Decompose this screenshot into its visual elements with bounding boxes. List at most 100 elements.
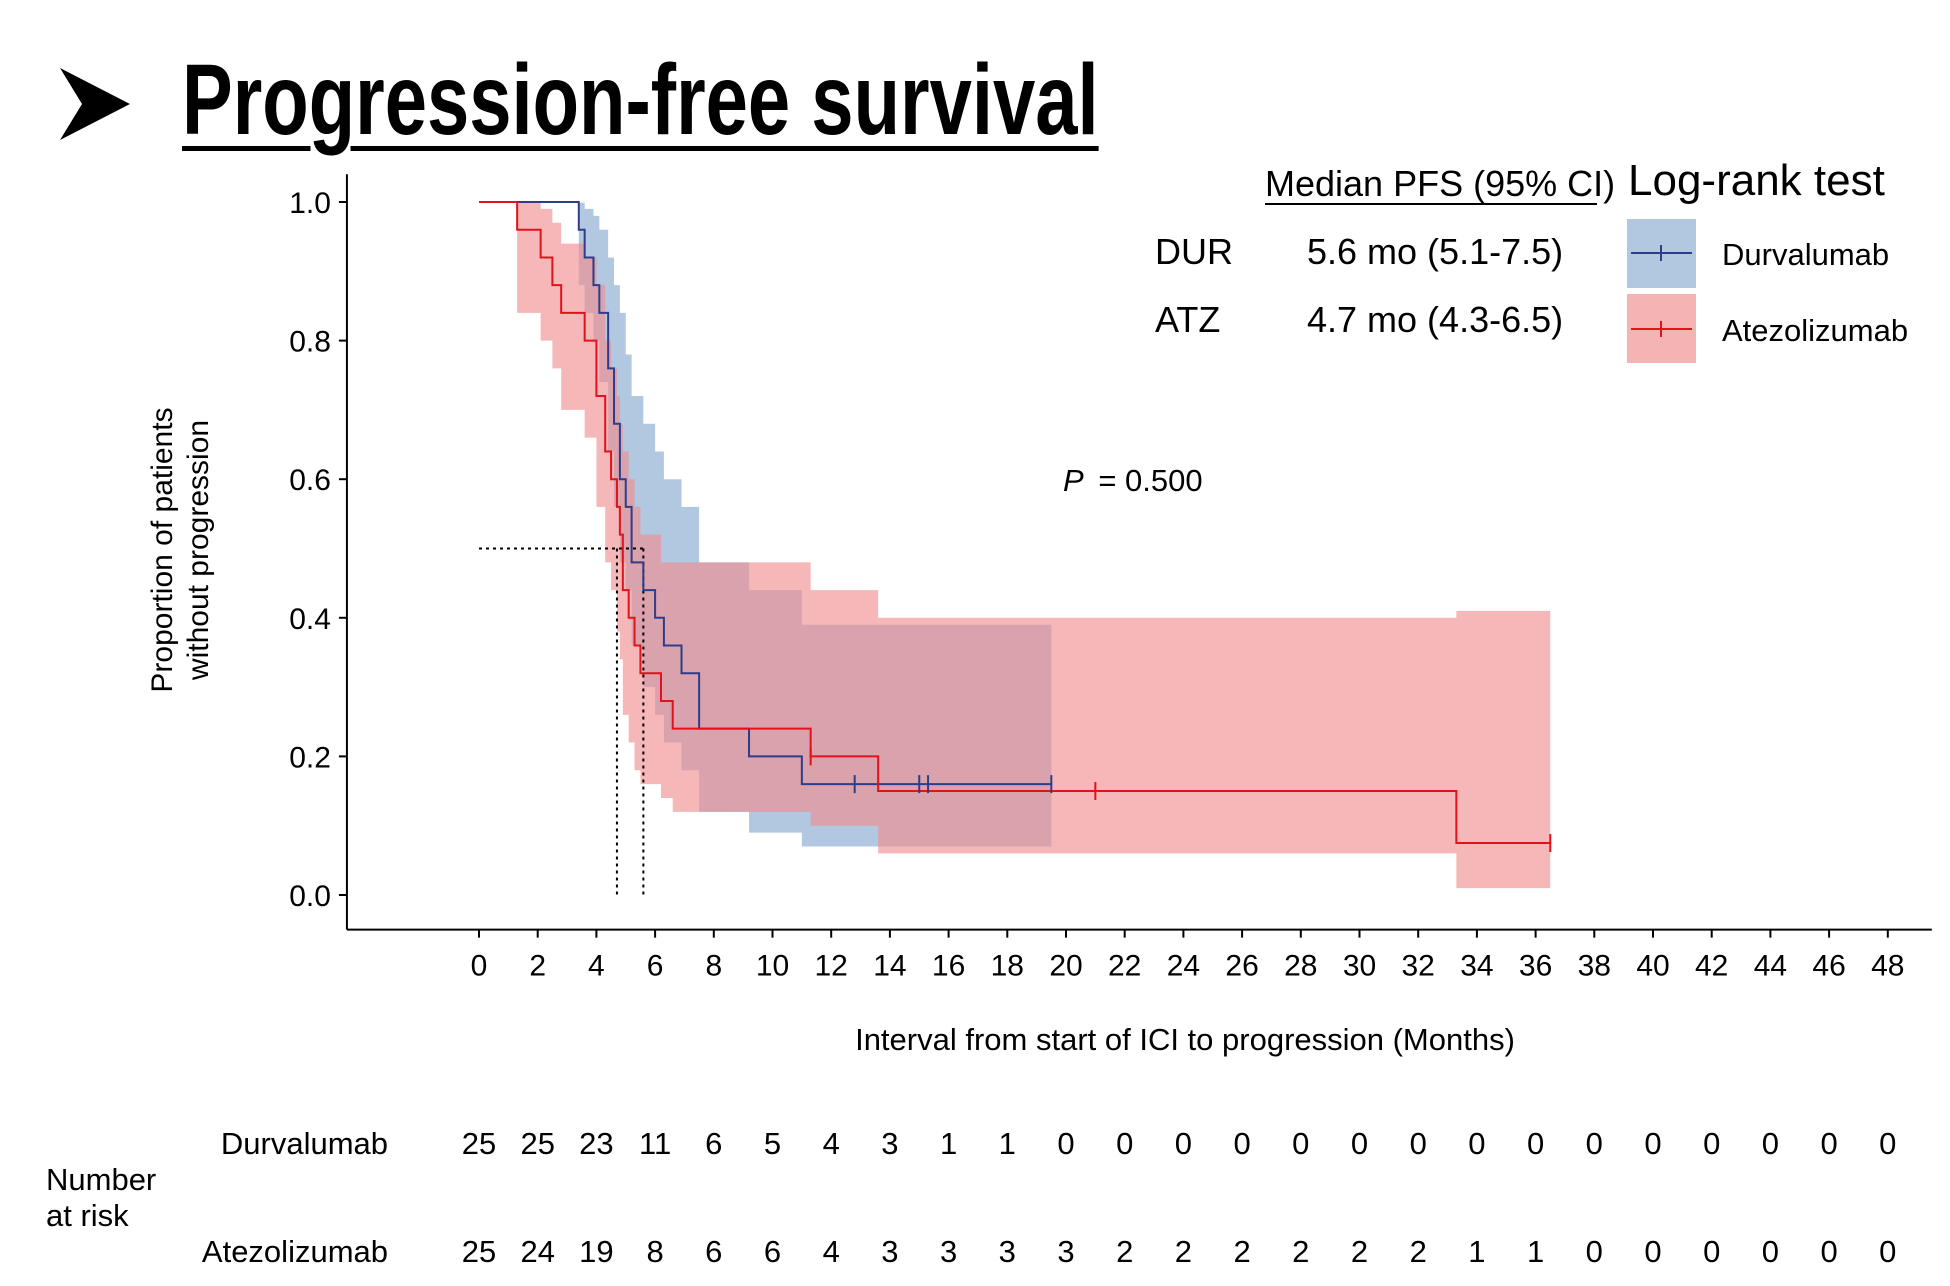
x-tick-label: 16: [932, 950, 965, 983]
risk-count-atezolizumab: 0: [1879, 1234, 1896, 1269]
risk-count-atezolizumab: 0: [1644, 1234, 1661, 1269]
page-title: Progression-free survival: [182, 44, 1099, 156]
legend-item-durvalumab: Durvalumab: [1627, 219, 1889, 288]
risk-counts: 25 25 23 11 6 5 4 3 1 1 0 0 0 0 0 0 0 0 0 0 0 0 0 0 025 24 19 8 6 6 4 3…: [462, 1126, 1897, 1269]
censor-marks: [809, 747, 1552, 853]
atz-median: 4.7 mo (4.3-6.5): [1307, 299, 1563, 340]
y-tick-label: 0.6: [289, 464, 331, 497]
y-tick-label: 1.0: [289, 187, 331, 220]
km-curve-durvalumab: [479, 201, 1052, 786]
risk-table-label-line2: at risk: [46, 1198, 129, 1233]
risk-count-durvalumab: 3: [881, 1126, 898, 1161]
risk-count-atezolizumab: 24: [520, 1234, 554, 1269]
risk-count-durvalumab: 0: [1057, 1126, 1074, 1161]
risk-count-durvalumab: 0: [1820, 1126, 1837, 1161]
risk-count-atezolizumab: 8: [646, 1234, 663, 1269]
risk-count-durvalumab: 0: [1233, 1126, 1250, 1161]
risk-count-durvalumab: 25: [462, 1126, 496, 1161]
risk-count-durvalumab: 0: [1762, 1126, 1779, 1161]
x-tick-label: 44: [1754, 950, 1787, 983]
ci-band-atezolizumab: [479, 202, 1551, 889]
risk-count-durvalumab: 0: [1351, 1126, 1368, 1161]
x-tick-label: 46: [1812, 950, 1845, 983]
atz-abbrev: ATZ: [1155, 299, 1220, 340]
risk-row-label-atezolizumab: Atezolizumab: [202, 1234, 388, 1269]
x-tick-label: 4: [588, 950, 605, 983]
risk-count-durvalumab: 0: [1175, 1126, 1192, 1161]
y-axis-label-line1: Proportion of patients: [146, 407, 179, 692]
y-tick-label: 0.4: [289, 603, 331, 636]
y-axis-label-line2: without progression: [182, 420, 215, 681]
risk-count-atezolizumab: 19: [579, 1234, 613, 1269]
risk-count-durvalumab: 0: [1116, 1126, 1133, 1161]
axes: 0.00.20.40.60.81.00 2 4 6 8 10 12 14 16 18 20 22 24 2…: [289, 174, 1932, 983]
risk-count-durvalumab: 0: [1703, 1126, 1720, 1161]
risk-count-atezolizumab: 1: [1468, 1234, 1485, 1269]
dur-abbrev: DUR: [1155, 231, 1233, 272]
x-tick-label: 20: [1049, 950, 1082, 983]
x-tick-label: 8: [705, 950, 722, 983]
x-tick-label: 28: [1284, 950, 1317, 983]
x-tick-label: 2: [529, 950, 546, 983]
x-tick-label: 22: [1108, 950, 1141, 983]
risk-count-atezolizumab: 2: [1410, 1234, 1427, 1269]
legend-title: Log-rank test: [1628, 156, 1885, 205]
risk-count-atezolizumab: 0: [1762, 1234, 1779, 1269]
median-header: Median PFS (95% CI): [1265, 163, 1615, 204]
risk-count-durvalumab: 23: [579, 1126, 613, 1161]
arrow-bullet-icon: [60, 68, 130, 140]
risk-count-atezolizumab: 3: [1057, 1234, 1074, 1269]
risk-count-durvalumab: 1: [999, 1126, 1016, 1161]
risk-count-durvalumab: 0: [1292, 1126, 1309, 1161]
y-tick-label: 0.0: [289, 880, 331, 913]
risk-count-atezolizumab: 6: [705, 1234, 722, 1269]
risk-count-durvalumab: 11: [639, 1126, 671, 1161]
x-tick-label: 10: [756, 950, 789, 983]
km-curve-atezolizumab: [479, 201, 1551, 845]
x-tick-label: 18: [991, 950, 1024, 983]
x-tick-label: 12: [815, 950, 848, 983]
y-tick-label: 0.8: [289, 326, 331, 359]
risk-count-durvalumab: 4: [823, 1126, 840, 1161]
risk-count-atezolizumab: 2: [1351, 1234, 1368, 1269]
risk-count-atezolizumab: 2: [1175, 1234, 1192, 1269]
p-value: P = 0.500: [1063, 463, 1203, 498]
risk-count-atezolizumab: 25: [462, 1234, 496, 1269]
risk-count-atezolizumab: 0: [1703, 1234, 1720, 1269]
risk-count-atezolizumab: 4: [823, 1234, 840, 1269]
risk-count-durvalumab: 0: [1879, 1126, 1896, 1161]
risk-count-atezolizumab: 2: [1116, 1234, 1133, 1269]
x-tick-label: 0: [471, 950, 488, 983]
x-tick-label: 14: [873, 950, 906, 983]
risk-count-atezolizumab: 3: [881, 1234, 898, 1269]
x-tick-label: 34: [1460, 950, 1493, 983]
x-tick-label: 6: [647, 950, 664, 983]
risk-count-atezolizumab: 0: [1820, 1234, 1837, 1269]
risk-count-durvalumab: 25: [520, 1126, 554, 1161]
x-tick-label: 42: [1695, 950, 1728, 983]
km-curves: [479, 201, 1551, 845]
x-tick-label: 40: [1636, 950, 1669, 983]
risk-count-durvalumab: 0: [1586, 1126, 1603, 1161]
risk-count-atezolizumab: 1: [1527, 1234, 1544, 1269]
x-tick-label: 30: [1343, 950, 1376, 983]
x-tick-label: 24: [1167, 950, 1200, 983]
risk-count-atezolizumab: 3: [999, 1234, 1016, 1269]
x-tick-label: 48: [1871, 950, 1904, 983]
p-value-symbol: P: [1063, 463, 1084, 498]
x-tick-label: 32: [1402, 950, 1435, 983]
risk-row-label-durvalumab: Durvalumab: [221, 1126, 388, 1161]
x-tick-label: 38: [1578, 950, 1611, 983]
risk-count-atezolizumab: 6: [764, 1234, 781, 1269]
legend-label-durvalumab: Durvalumab: [1722, 237, 1889, 272]
x-tick-label: 36: [1519, 950, 1552, 983]
y-tick-label: 0.2: [289, 741, 331, 774]
x-axis-label: Interval from start of ICI to progressio…: [855, 1022, 1515, 1057]
risk-count-durvalumab: 0: [1468, 1126, 1485, 1161]
risk-count-durvalumab: 0: [1410, 1126, 1427, 1161]
risk-count-atezolizumab: 2: [1233, 1234, 1250, 1269]
risk-count-atezolizumab: 3: [940, 1234, 957, 1269]
risk-count-durvalumab: 1: [940, 1126, 957, 1161]
median-lines: [479, 547, 645, 895]
risk-table-label-line1: Number: [46, 1162, 156, 1197]
